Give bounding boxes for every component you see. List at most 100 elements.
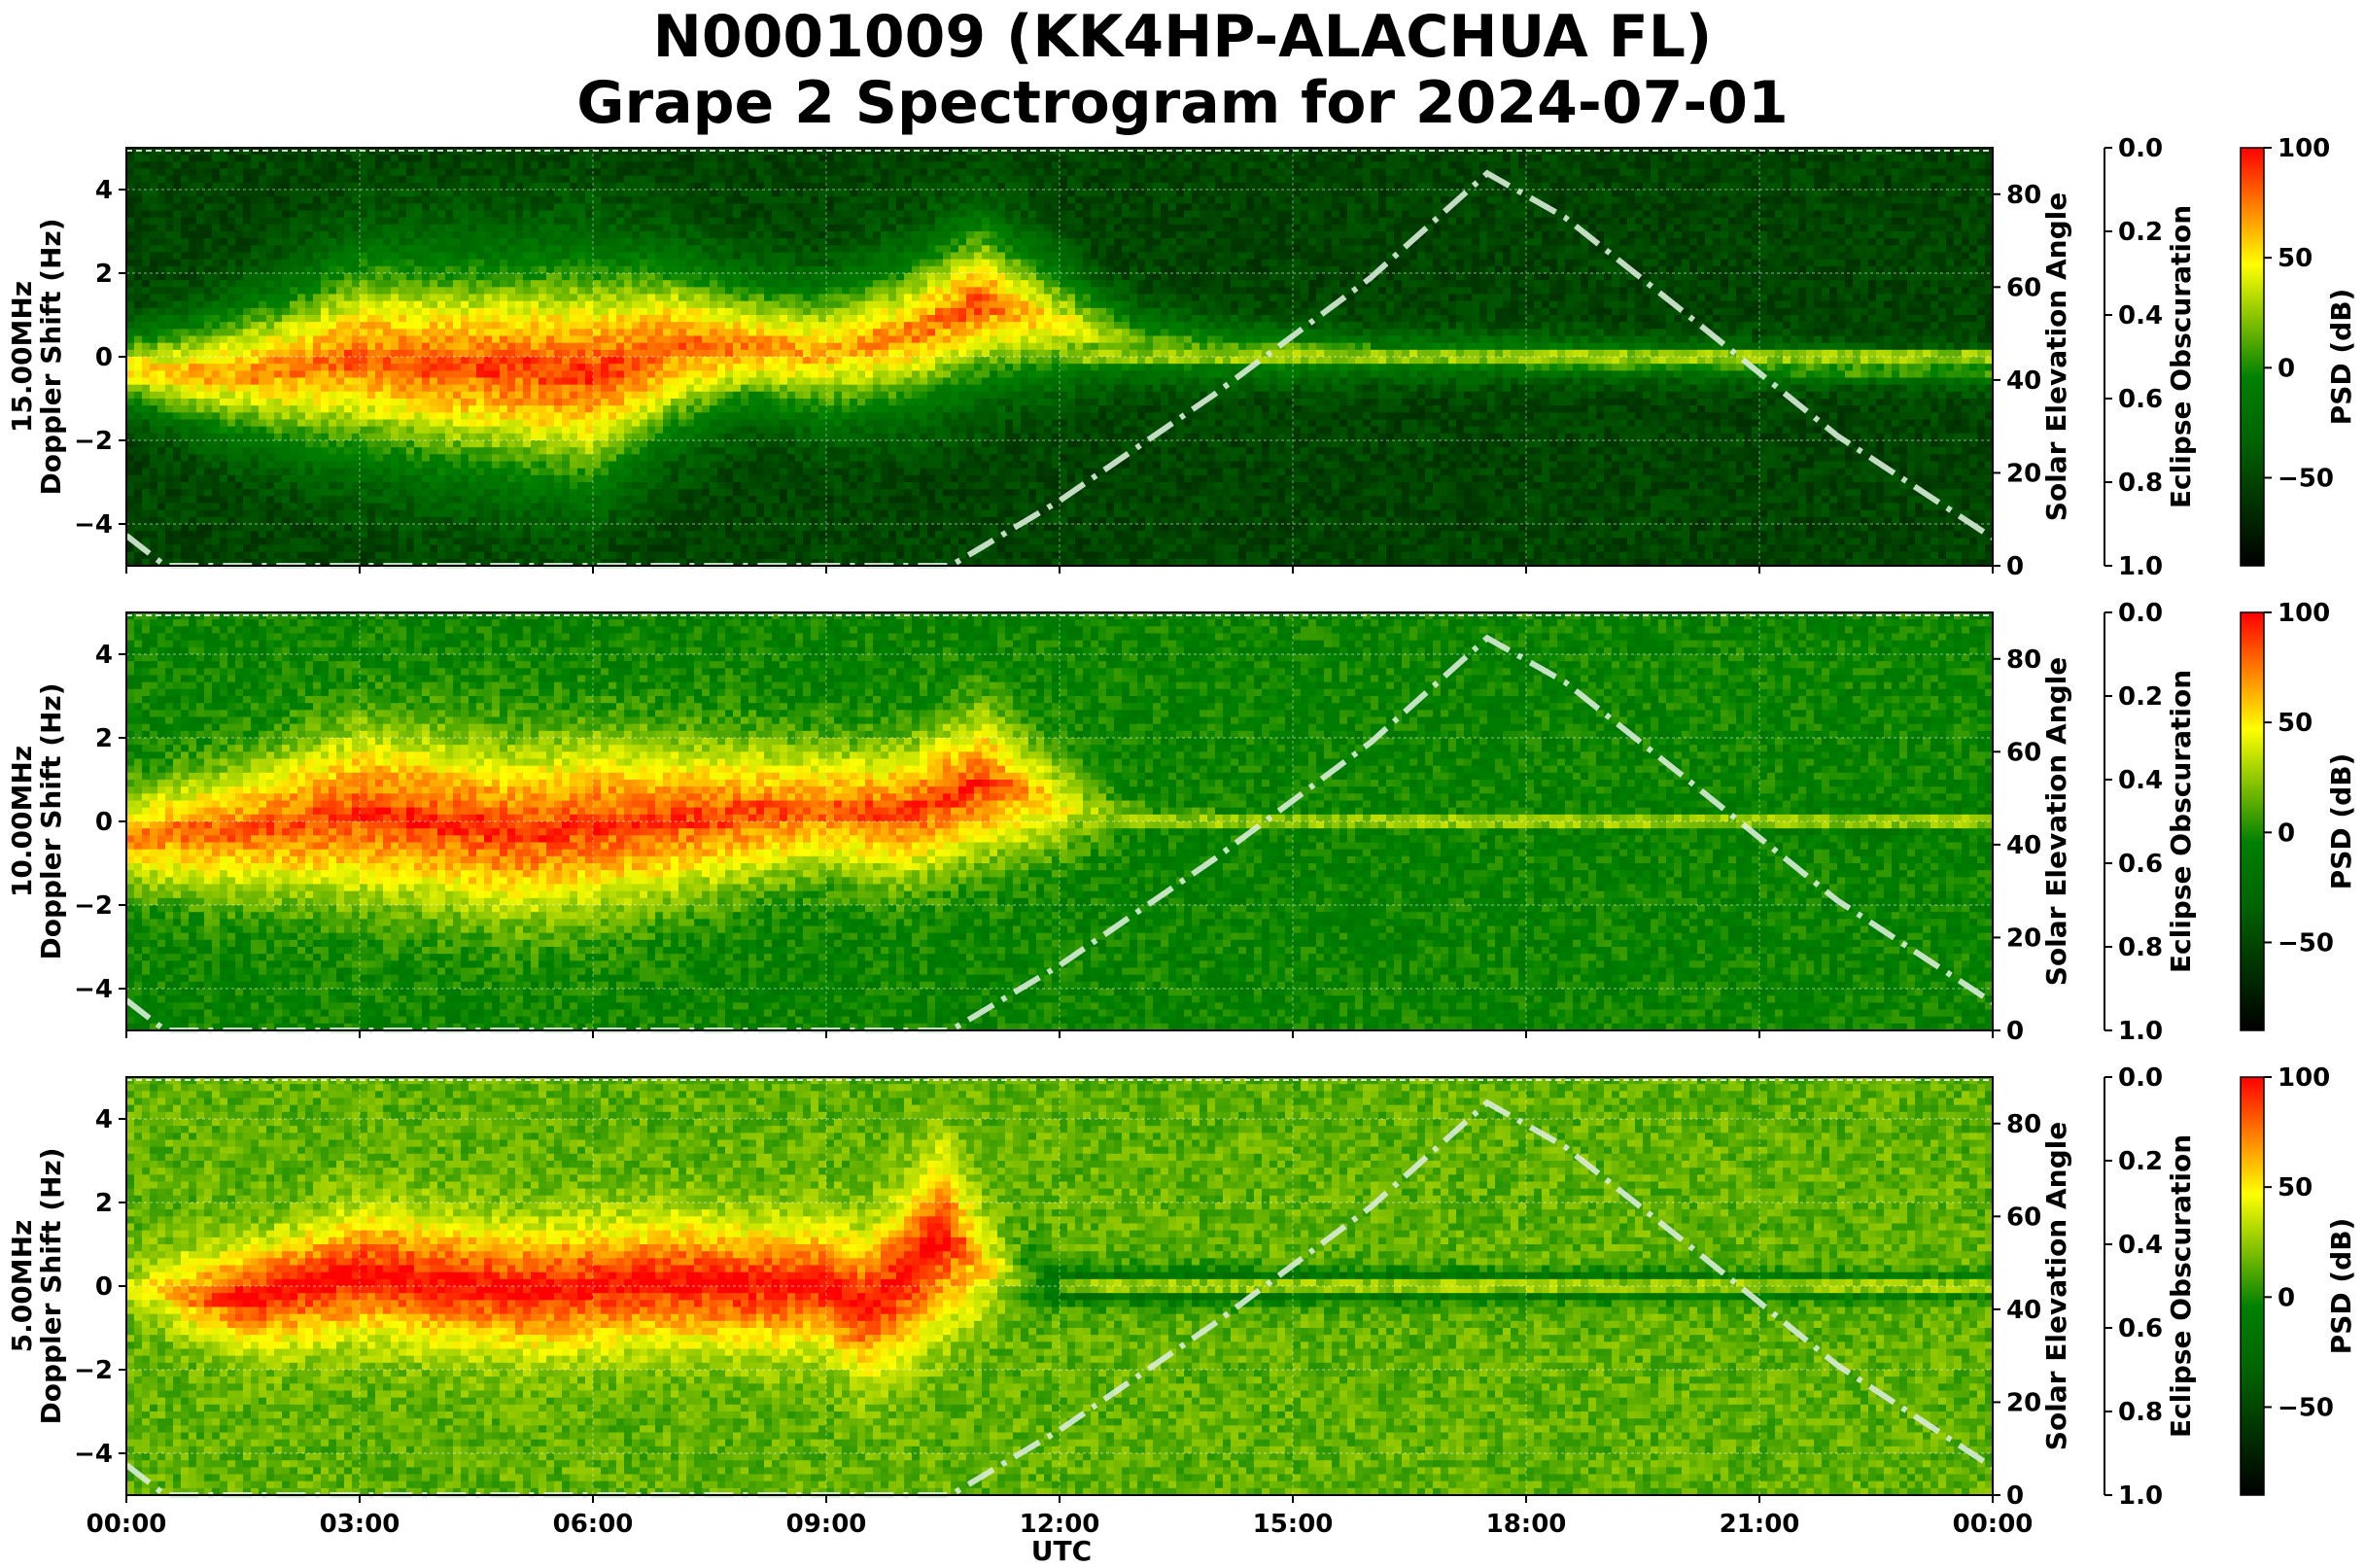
heat-cell xyxy=(290,238,298,246)
heat-cell xyxy=(305,253,314,261)
heat-cell xyxy=(126,370,135,378)
heat-cell xyxy=(142,315,151,323)
heat-cell xyxy=(204,482,213,490)
heat-cell xyxy=(220,301,228,309)
heat-cell xyxy=(235,183,244,191)
heat-cell xyxy=(126,231,135,239)
heat-cell xyxy=(266,231,275,239)
heat-cell xyxy=(251,287,260,295)
heat-cell xyxy=(196,392,205,400)
heat-cell xyxy=(220,412,228,420)
heat-cell xyxy=(235,176,244,184)
heat-cell xyxy=(181,440,190,448)
heat-cell xyxy=(290,357,298,365)
heat-cell xyxy=(290,350,298,358)
heat-cell xyxy=(173,552,182,560)
heat-cell xyxy=(181,308,190,316)
heat-cell xyxy=(150,392,158,400)
heat-cell xyxy=(227,343,236,351)
heat-cell xyxy=(126,238,135,246)
heat-cell xyxy=(165,245,174,253)
heat-cell xyxy=(181,301,190,309)
heat-cell xyxy=(150,225,158,232)
heat-cell xyxy=(204,231,213,239)
heat-cell xyxy=(150,231,158,239)
heat-cell xyxy=(189,301,197,309)
heat-cell xyxy=(173,196,182,204)
heat-cell xyxy=(274,253,283,261)
heat-cell xyxy=(189,245,197,253)
heat-cell xyxy=(251,385,260,393)
heat-cell xyxy=(313,280,322,288)
heat-cell xyxy=(196,161,205,169)
heat-cell xyxy=(266,357,275,365)
heat-cell xyxy=(290,253,298,261)
heat-cell xyxy=(259,392,267,400)
heat-cell xyxy=(227,203,236,211)
heat-cell xyxy=(235,155,244,162)
heat-cell xyxy=(290,169,298,177)
heat-cell xyxy=(204,370,213,378)
heat-cell xyxy=(297,454,306,462)
heat-cell xyxy=(212,462,221,470)
heat-cell xyxy=(134,364,143,371)
heat-cell xyxy=(259,370,267,378)
heat-cell xyxy=(165,524,174,532)
heat-cell xyxy=(181,434,190,441)
heat-cell xyxy=(305,489,314,497)
heat-cell xyxy=(126,482,135,490)
heat-cell xyxy=(189,510,197,518)
heat-cell xyxy=(165,273,174,281)
heat-cell xyxy=(173,218,182,226)
heat-cell xyxy=(243,427,252,435)
heat-cell xyxy=(173,357,182,365)
heat-cell xyxy=(173,475,182,483)
heat-cell xyxy=(126,329,135,336)
heat-cell xyxy=(157,412,166,420)
heat-cell xyxy=(251,469,260,476)
heat-cell xyxy=(251,260,260,267)
heat-cell xyxy=(196,552,205,560)
heat-cell xyxy=(212,161,221,169)
heat-cell xyxy=(142,260,151,267)
heat-cell xyxy=(142,245,151,253)
heat-cell xyxy=(305,343,314,351)
heat-cell xyxy=(157,161,166,169)
heat-cell xyxy=(196,196,205,204)
heat-cell xyxy=(196,315,205,323)
heat-cell xyxy=(165,329,174,336)
heat-cell xyxy=(173,412,182,420)
heat-cell xyxy=(212,273,221,281)
heat-cell xyxy=(134,482,143,490)
heat-cell xyxy=(243,399,252,406)
heat-cell xyxy=(313,273,322,281)
heat-cell xyxy=(290,155,298,162)
heat-cell xyxy=(157,343,166,351)
heat-cell xyxy=(243,475,252,483)
heat-cell xyxy=(282,427,291,435)
heat-cell xyxy=(274,169,283,177)
heat-cell xyxy=(282,266,291,274)
heat-cell xyxy=(243,225,252,232)
heat-cell xyxy=(243,378,252,386)
heat-cell xyxy=(173,350,182,358)
heat-cell xyxy=(259,378,267,386)
heat-cell xyxy=(150,315,158,323)
heat-cell xyxy=(274,517,283,525)
heat-cell xyxy=(165,238,174,246)
heat-cell xyxy=(251,517,260,525)
heat-cell xyxy=(220,169,228,177)
heat-cell xyxy=(189,225,197,232)
heat-cell xyxy=(126,504,135,511)
heat-cell xyxy=(282,489,291,497)
heat-cell xyxy=(266,378,275,386)
heat-cell xyxy=(227,392,236,400)
heat-cell xyxy=(259,280,267,288)
heat-cell xyxy=(259,336,267,344)
heat-cell xyxy=(173,510,182,518)
heat-cell xyxy=(297,412,306,420)
heat-cell xyxy=(181,469,190,476)
heat-cell xyxy=(274,531,283,539)
heat-cell xyxy=(173,176,182,184)
heat-cell xyxy=(259,343,267,351)
